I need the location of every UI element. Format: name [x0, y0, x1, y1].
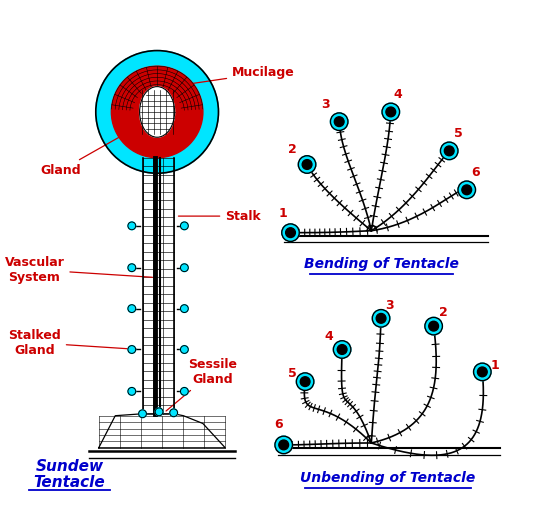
- Circle shape: [333, 341, 351, 358]
- Circle shape: [298, 156, 316, 173]
- Circle shape: [462, 185, 472, 195]
- Ellipse shape: [139, 87, 174, 137]
- Text: 6: 6: [274, 418, 283, 431]
- Circle shape: [155, 408, 163, 416]
- Circle shape: [474, 363, 491, 381]
- Circle shape: [128, 305, 136, 313]
- Circle shape: [337, 344, 347, 354]
- Text: 5: 5: [454, 127, 463, 140]
- Circle shape: [300, 377, 310, 387]
- Circle shape: [181, 388, 188, 395]
- Circle shape: [458, 181, 475, 198]
- Circle shape: [181, 345, 188, 354]
- Circle shape: [282, 224, 299, 242]
- Circle shape: [279, 440, 289, 450]
- Text: Bending of Tentacle: Bending of Tentacle: [304, 256, 458, 271]
- Text: 2: 2: [439, 306, 448, 319]
- Text: Vascular
System: Vascular System: [4, 255, 153, 284]
- Circle shape: [275, 436, 293, 454]
- Text: 3: 3: [385, 299, 394, 311]
- Circle shape: [429, 321, 439, 331]
- Text: Stalked
Gland: Stalked Gland: [8, 328, 137, 357]
- Circle shape: [128, 264, 136, 271]
- Text: 4: 4: [324, 330, 333, 343]
- Text: Sundew: Sundew: [36, 458, 103, 473]
- Circle shape: [296, 373, 314, 391]
- Circle shape: [286, 228, 295, 237]
- Text: Stalk: Stalk: [178, 210, 261, 223]
- Circle shape: [170, 409, 178, 417]
- Circle shape: [128, 222, 136, 230]
- Circle shape: [181, 264, 188, 271]
- Text: Sessile
Gland: Sessile Gland: [166, 358, 237, 411]
- Text: 5: 5: [288, 367, 296, 380]
- Circle shape: [334, 117, 344, 126]
- Text: 2: 2: [288, 143, 296, 156]
- Text: Mucilage: Mucilage: [187, 66, 295, 84]
- Circle shape: [444, 146, 454, 156]
- Text: Unbending of Tentacle: Unbending of Tentacle: [300, 471, 475, 485]
- Circle shape: [478, 367, 487, 377]
- Circle shape: [128, 345, 136, 354]
- Bar: [143, 158, 174, 414]
- Circle shape: [128, 388, 136, 395]
- Circle shape: [181, 305, 188, 313]
- Circle shape: [138, 410, 147, 418]
- Text: 4: 4: [394, 88, 403, 101]
- Circle shape: [386, 107, 395, 117]
- Circle shape: [376, 314, 386, 323]
- Circle shape: [382, 103, 399, 121]
- Circle shape: [96, 50, 218, 173]
- Circle shape: [440, 142, 458, 160]
- Text: 6: 6: [472, 166, 480, 179]
- Circle shape: [302, 160, 312, 170]
- Text: 1: 1: [279, 207, 288, 220]
- Circle shape: [425, 317, 443, 335]
- Polygon shape: [98, 414, 225, 448]
- Text: Gland: Gland: [40, 135, 124, 177]
- Circle shape: [112, 66, 203, 158]
- Text: 1: 1: [490, 359, 499, 372]
- Circle shape: [373, 309, 390, 327]
- Circle shape: [181, 222, 188, 230]
- Text: 3: 3: [322, 98, 330, 111]
- Text: Tentacle: Tentacle: [33, 475, 106, 490]
- Circle shape: [330, 113, 348, 131]
